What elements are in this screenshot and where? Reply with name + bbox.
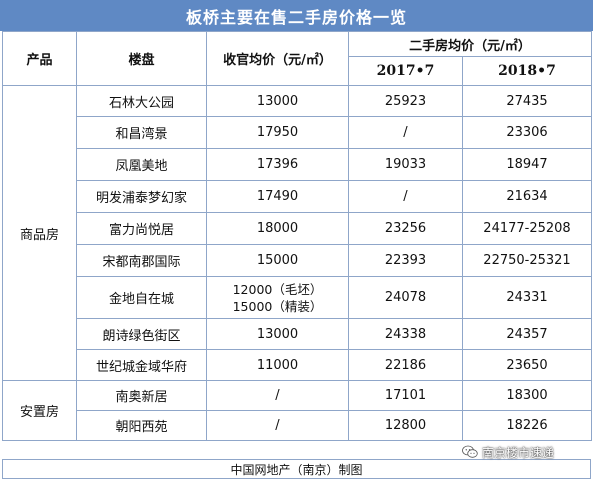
- header-official-price: 收官均价（元/㎡）: [206, 31, 349, 86]
- price-2017: 12800: [348, 410, 463, 441]
- price-2017: /: [348, 116, 463, 149]
- project-name: 富力尚悦居: [76, 212, 207, 245]
- price-2017: 25923: [348, 85, 463, 117]
- header-year-2018: 2018•7: [462, 56, 592, 86]
- price-2017: 24078: [348, 276, 463, 319]
- group-name-commercial: 商品房: [2, 85, 77, 381]
- project-name: 明发浦泰梦幻家: [76, 180, 207, 213]
- price-2018: 21634: [462, 180, 592, 213]
- table-title: 板桥主要在售二手房价格一览: [0, 0, 593, 31]
- price-2018: 24331: [462, 276, 592, 319]
- project-name: 朗诗绿色街区: [76, 318, 207, 350]
- price-table: 产品 楼盘 收官均价（元/㎡） 二手房均价（元/㎡） 2017•7 2018•7…: [2, 31, 592, 441]
- official-price: 17950: [206, 116, 349, 149]
- header-product: 产品: [2, 31, 77, 86]
- header-project: 楼盘: [76, 31, 207, 86]
- group-name-resettlement: 安置房: [2, 380, 77, 441]
- price-2018: 27435: [462, 85, 592, 117]
- project-name: 和昌湾景: [76, 116, 207, 149]
- price-2017: 19033: [348, 148, 463, 181]
- watermark-text: 南京楼市速递: [482, 445, 555, 460]
- table-footer-credit: 中国网地产（南京）制图: [2, 459, 591, 479]
- watermark: 南京楼市速递: [462, 442, 554, 462]
- price-2018: 18300: [462, 380, 592, 411]
- official-price-rough: 12000（毛坯）: [232, 281, 323, 297]
- official-price: 15000: [206, 244, 349, 277]
- header-year-2017: 2017•7: [348, 56, 463, 86]
- price-2017: 17101: [348, 380, 463, 411]
- official-price: 17396: [206, 148, 349, 181]
- price-2017: 24338: [348, 318, 463, 350]
- price-2018: 23650: [462, 349, 592, 381]
- official-price: /: [206, 380, 349, 411]
- price-2018: 22750-25321: [462, 244, 592, 277]
- project-name: 宋都南郡国际: [76, 244, 207, 277]
- price-2017: /: [348, 180, 463, 213]
- project-name: 凤凰美地: [76, 148, 207, 181]
- price-2017: 22393: [348, 244, 463, 277]
- price-2018: 18226: [462, 410, 592, 441]
- official-price: 17490: [206, 180, 349, 213]
- header-secondhand-price: 二手房均价（元/㎡）: [348, 31, 592, 57]
- official-price: 13000: [206, 85, 349, 117]
- official-price: /: [206, 410, 349, 441]
- official-price-dual: 12000（毛坯） 15000（精装）: [206, 276, 349, 319]
- project-name: 石林大公园: [76, 85, 207, 117]
- official-price: 18000: [206, 212, 349, 245]
- price-2017: 22186: [348, 349, 463, 381]
- price-2018: 18947: [462, 148, 592, 181]
- official-price: 11000: [206, 349, 349, 381]
- project-name: 金地自在城: [76, 276, 207, 319]
- price-2018: 24357: [462, 318, 592, 350]
- price-2017: 23256: [348, 212, 463, 245]
- official-price-furnished: 15000（精装）: [232, 298, 323, 314]
- official-price: 13000: [206, 318, 349, 350]
- wechat-icon: [462, 445, 478, 458]
- price-2018: 23306: [462, 116, 592, 149]
- project-name: 朝阳西苑: [76, 410, 207, 441]
- price-2018: 24177-25208: [462, 212, 592, 245]
- project-name: 南奥新居: [76, 380, 207, 411]
- project-name: 世纪城金域华府: [76, 349, 207, 381]
